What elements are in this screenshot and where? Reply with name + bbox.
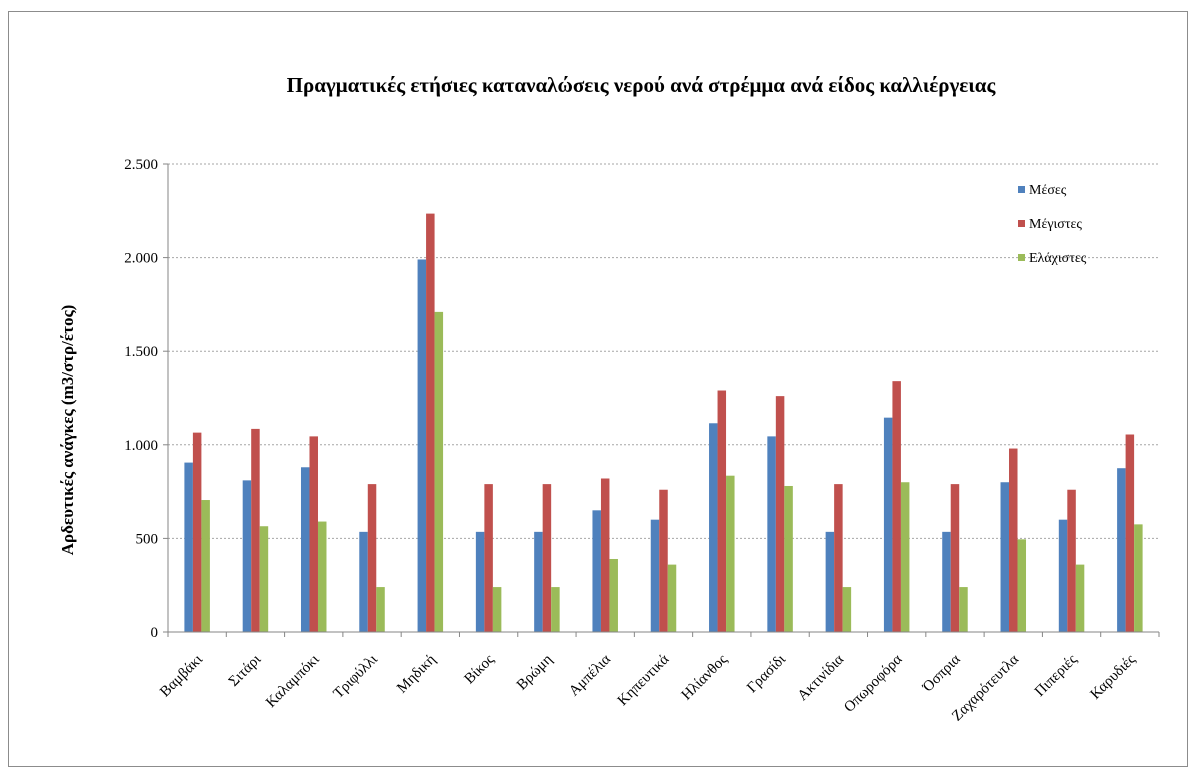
bar bbox=[317, 521, 327, 632]
y-tick-label: 2.500 bbox=[124, 157, 158, 173]
x-tick-label: Μηδική bbox=[394, 651, 439, 696]
bar bbox=[600, 478, 610, 632]
x-tick-label: Ακτινίδια bbox=[795, 651, 848, 704]
x-tick-label: Καρυδιές bbox=[1087, 651, 1138, 702]
bar bbox=[650, 519, 660, 632]
bar bbox=[834, 484, 843, 632]
bar bbox=[417, 259, 427, 632]
bar bbox=[242, 480, 252, 632]
bar bbox=[1009, 448, 1018, 632]
bar bbox=[1117, 468, 1126, 632]
x-tick-label: Γρασίδι bbox=[744, 652, 789, 697]
bar bbox=[659, 489, 668, 632]
bar bbox=[609, 558, 618, 632]
legend-swatch bbox=[1018, 254, 1025, 261]
axes bbox=[167, 164, 1160, 637]
bar bbox=[309, 436, 318, 632]
x-tick-label: Κηπευτικά bbox=[615, 651, 673, 709]
bar bbox=[1067, 489, 1076, 632]
bar bbox=[767, 436, 776, 632]
bar bbox=[775, 396, 785, 632]
bar bbox=[717, 390, 727, 632]
bar bbox=[942, 531, 951, 632]
x-tick-label: Τριφύλλι bbox=[331, 652, 381, 702]
bar bbox=[883, 417, 893, 632]
bar bbox=[475, 531, 485, 632]
bar bbox=[950, 484, 960, 632]
x-tick-label: Πιπεριές bbox=[1032, 651, 1080, 699]
bar bbox=[825, 531, 835, 632]
legend: Μέσες Μέγιστες Ελάχιστες bbox=[1018, 183, 1087, 266]
bar bbox=[900, 482, 910, 632]
bar bbox=[300, 467, 310, 632]
bar bbox=[367, 484, 377, 632]
y-tick-label: 1.000 bbox=[124, 438, 158, 454]
chart-title: Πραγματικές ετήσιες καταναλώσεις νερού α… bbox=[287, 73, 997, 97]
legend-label: Μέγιστες bbox=[1029, 217, 1082, 232]
x-tick-label: Βρώμη bbox=[514, 651, 556, 693]
x-tick-label: Καλαμπόκι bbox=[263, 652, 322, 711]
x-tick-label: Ηλίανθος bbox=[679, 651, 731, 703]
bar bbox=[359, 531, 368, 632]
bar bbox=[1134, 524, 1143, 632]
x-tick-label: Βαμβάκι bbox=[157, 652, 206, 701]
y-tick-label: 0 bbox=[151, 625, 159, 641]
y-axis-ticks: 0 500 1.000 1.500 2.000 2.500 bbox=[124, 157, 168, 641]
bar bbox=[184, 462, 193, 632]
x-tick-label: Οπωροφόρα bbox=[841, 651, 905, 715]
legend-label: Μέσες bbox=[1029, 183, 1067, 198]
bar bbox=[1125, 434, 1135, 632]
bar bbox=[842, 587, 852, 632]
bar bbox=[592, 510, 601, 632]
bar bbox=[259, 526, 269, 632]
bar bbox=[542, 484, 552, 632]
bar bbox=[1075, 564, 1085, 632]
bar bbox=[426, 213, 435, 632]
x-tick-label: Σιτάρι bbox=[226, 652, 264, 690]
bar bbox=[484, 484, 493, 632]
bar bbox=[959, 587, 968, 632]
bar bbox=[376, 587, 385, 632]
bar bbox=[251, 428, 260, 632]
bar bbox=[1058, 519, 1068, 632]
x-tick-label: Όσπρια bbox=[919, 651, 964, 696]
chart-svg: Πραγματικές ετήσιες καταναλώσεις νερού α… bbox=[58, 73, 1160, 724]
bars bbox=[184, 213, 1143, 632]
y-tick-label: 500 bbox=[136, 531, 159, 547]
x-tick-label: Βίκος bbox=[462, 651, 498, 687]
bar bbox=[492, 587, 502, 632]
bar bbox=[551, 587, 560, 632]
bar bbox=[667, 564, 677, 632]
bar bbox=[1017, 539, 1027, 632]
legend-swatch bbox=[1018, 186, 1025, 193]
legend-swatch bbox=[1018, 220, 1025, 227]
chart-frame: Πραγματικές ετήσιες καταναλώσεις νερού α… bbox=[8, 11, 1188, 767]
bar bbox=[709, 423, 718, 632]
bar bbox=[726, 475, 735, 632]
y-tick-label: 1.500 bbox=[124, 344, 158, 360]
legend-label: Ελάχιστες bbox=[1029, 251, 1087, 266]
gridlines bbox=[168, 163, 1159, 539]
y-axis-label: Αρδευτικές ανάγκες (m3/στρ/έτος) bbox=[58, 305, 77, 556]
bar bbox=[892, 381, 901, 632]
bar bbox=[1000, 482, 1010, 632]
bar bbox=[201, 500, 210, 632]
bar bbox=[784, 485, 793, 632]
bar bbox=[434, 311, 444, 632]
y-tick-label: 2.000 bbox=[124, 251, 158, 267]
bar bbox=[534, 531, 543, 632]
bar bbox=[192, 432, 202, 632]
x-tick-label: Αμπέλια bbox=[566, 651, 614, 699]
